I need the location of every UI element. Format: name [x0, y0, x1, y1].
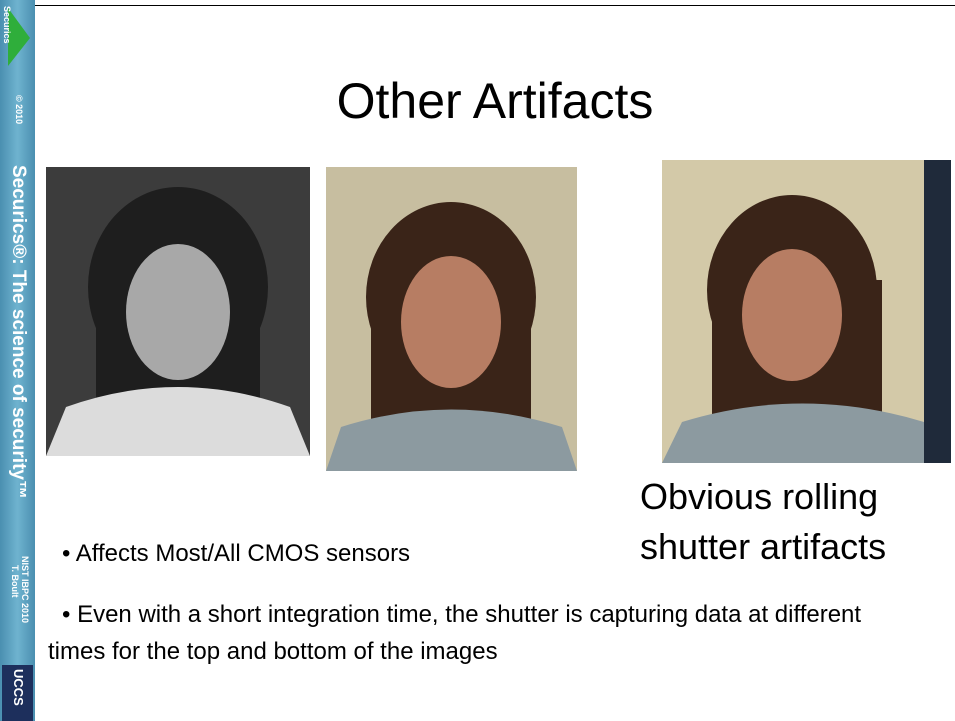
bullet: • Affects Most/All CMOS sensors	[62, 540, 411, 567]
caption-line: Obvious rolling	[640, 476, 879, 517]
logo-shape	[8, 8, 30, 66]
university-logo: UCCS	[2, 665, 33, 721]
logo-text: Securics	[2, 6, 12, 44]
caption-line: shutter artifacts	[640, 526, 887, 567]
slide-title: Other Artifacts	[336, 73, 654, 129]
university-text: UCCS	[11, 669, 26, 706]
photo-grayscale	[46, 167, 310, 456]
top-rule	[35, 5, 955, 6]
author: T. Boult	[10, 565, 20, 598]
caption: Obvious rolling shutter artifacts	[640, 472, 886, 572]
copyright: © 2010	[14, 95, 24, 125]
event: NIST IBPC 2010	[20, 556, 30, 624]
photo-color	[326, 167, 577, 471]
photo-rolling-shutter	[662, 160, 951, 463]
bullet: • Even with a short integration time, th…	[48, 601, 862, 665]
sidebar: Securics © 2010 Securics®: The science o…	[0, 0, 35, 721]
tagline: Securics®: The science of security™	[8, 165, 29, 499]
